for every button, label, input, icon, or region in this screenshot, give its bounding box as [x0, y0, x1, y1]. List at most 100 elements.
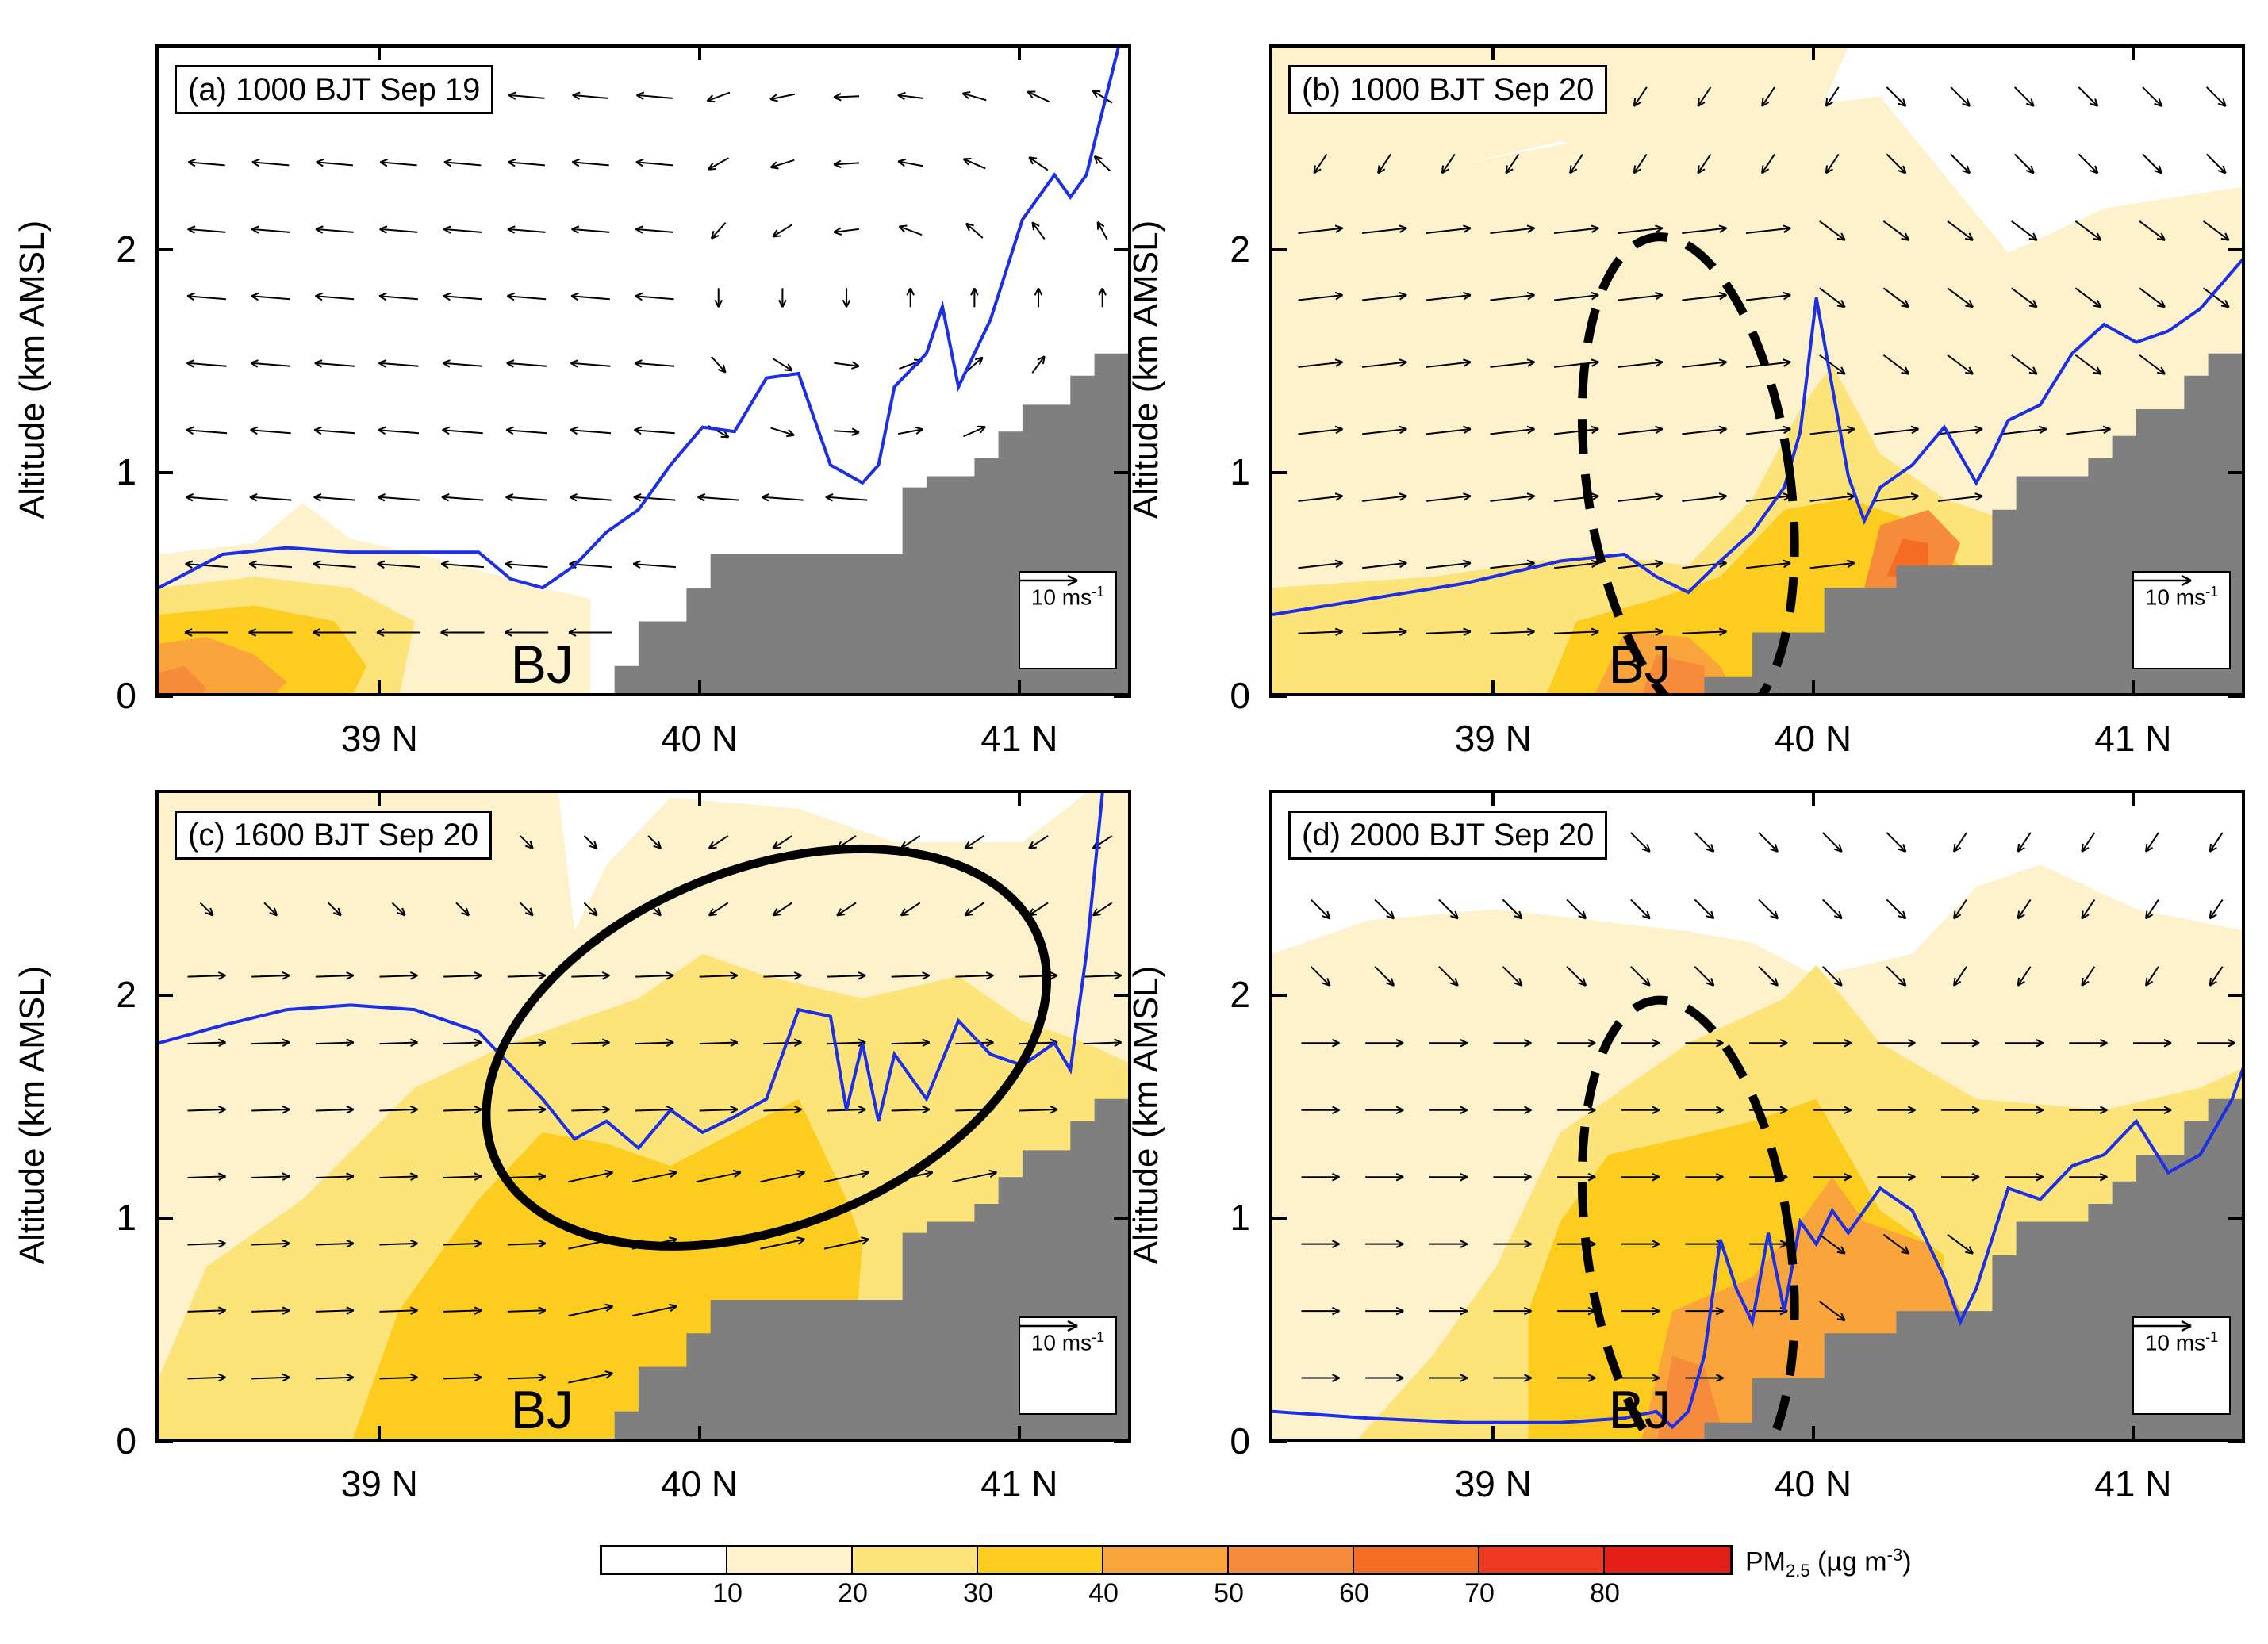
wind-vector [833, 92, 860, 102]
wind-vector [823, 1236, 869, 1250]
wind-vector [1819, 354, 1846, 375]
colorbar-swatch [978, 1547, 1103, 1573]
y-tick-mark [155, 695, 173, 698]
wind-vector [508, 91, 545, 100]
wind-scale-label: 10 ms-1 [1030, 584, 1105, 610]
wind-vector [2066, 425, 2111, 435]
wind-vector [891, 1105, 931, 1114]
y-tick-label: 0 [1230, 675, 1250, 716]
colorbar-tick-label: 10 [712, 1578, 743, 1608]
wind-vector [1031, 221, 1046, 240]
wind-vector [1426, 291, 1472, 301]
wind-vector [2081, 966, 2096, 987]
wind-vector [379, 158, 417, 167]
x-tick-label: 41 N [2094, 1463, 2172, 1504]
wind-vector [1310, 899, 1331, 920]
wind-vector [1745, 291, 1791, 301]
wind-vector [2074, 287, 2102, 308]
wind-vector [443, 1306, 482, 1315]
x-tick-label: 40 N [1774, 1463, 1852, 1504]
x-tick-mark [1811, 1426, 1815, 1442]
wind-vector [185, 560, 228, 569]
x-tick-mark [1017, 1426, 1021, 1442]
y-tick-label: 0 [1230, 1420, 1250, 1462]
wind-vector [635, 158, 673, 167]
wind-vector [696, 1169, 742, 1183]
wind-vector [1362, 492, 1407, 502]
wind-vector [1819, 287, 1846, 308]
wind-vector [1493, 1172, 1532, 1182]
wind-vector [2081, 899, 2096, 920]
x-tick-label: 40 N [1774, 718, 1852, 759]
wind-vector [635, 225, 673, 234]
wind-vector [891, 971, 931, 980]
wind-vector [1019, 971, 1058, 980]
wind-vector [251, 1373, 290, 1382]
wind-vector [1490, 224, 1535, 235]
wind-vector [1813, 1039, 1852, 1048]
y-tick-mark [2228, 471, 2245, 475]
wind-vector [187, 225, 226, 234]
beijing-site-label: BJ [1608, 1380, 1671, 1440]
wind-vector [970, 287, 979, 308]
wind-vector [571, 225, 610, 234]
wind-vector [2133, 1106, 2172, 1114]
wind-scale-key: 10 ms-1 [1019, 571, 1117, 669]
wind-vector [504, 628, 549, 637]
wind-vector [769, 159, 795, 170]
wind-vector [379, 1172, 418, 1181]
wind-vector [834, 361, 860, 370]
wind-vector [572, 91, 609, 100]
wind-vector [1813, 1106, 1852, 1114]
wind-vector [1618, 425, 1664, 435]
wind-vector [964, 902, 984, 917]
wind-vector [2074, 220, 2102, 241]
y-tick-label: 1 [116, 1197, 136, 1239]
wind-vector [378, 359, 419, 368]
wind-vector [2017, 966, 2032, 987]
wind-vector [1953, 832, 1967, 853]
wind-vector [1505, 153, 1520, 174]
x-tick-mark [1811, 790, 1815, 806]
wind-vector [2005, 1106, 2044, 1114]
pbl-height-line [1272, 1067, 2242, 1430]
cross-section-svg [159, 48, 1128, 693]
wind-vector [1490, 492, 1535, 502]
wind-vector [1682, 291, 1727, 301]
wind-vector [2139, 287, 2166, 308]
wind-vector [2017, 899, 2032, 920]
wind-vector [391, 902, 406, 917]
wind-vector [1682, 627, 1727, 636]
wind-vector [1947, 1233, 1974, 1255]
wind-vector [1685, 1039, 1724, 1048]
wind-vector [2001, 425, 2047, 435]
wind-vector [568, 1370, 614, 1384]
wind-vector [1697, 153, 1712, 174]
x-tick-label: 39 N [340, 718, 418, 759]
wind-vector [1365, 1172, 1404, 1182]
pm25-colorbar: 10 20 30 40 50 60 70 80 PM2.5 (µg m-3) [600, 1545, 1912, 1608]
wind-vector [1618, 492, 1664, 502]
wind-vector [699, 971, 739, 980]
wind-vector [507, 971, 547, 980]
wind-vector [1554, 224, 1599, 235]
y-tick-label: 2 [116, 973, 136, 1015]
wind-vector [1761, 86, 1775, 107]
wind-vector [379, 971, 418, 980]
wind-vector [1886, 966, 1907, 987]
wind-vector [507, 1105, 547, 1114]
wind-vector [1490, 291, 1535, 301]
wind-vector [508, 158, 546, 167]
wind-vector [772, 358, 793, 372]
wind-vector [250, 426, 291, 435]
y-tick-mark [1269, 993, 1287, 997]
wind-vector [570, 292, 610, 301]
wind-vector [186, 359, 227, 368]
wind-vector [897, 426, 923, 435]
wind-vector [1886, 832, 1907, 853]
wind-vector [1426, 425, 1472, 435]
wind-vector [1569, 153, 1583, 174]
wind-vector [443, 292, 482, 301]
wind-vector [1429, 1172, 1468, 1182]
x-tick-label: 41 N [980, 718, 1058, 759]
